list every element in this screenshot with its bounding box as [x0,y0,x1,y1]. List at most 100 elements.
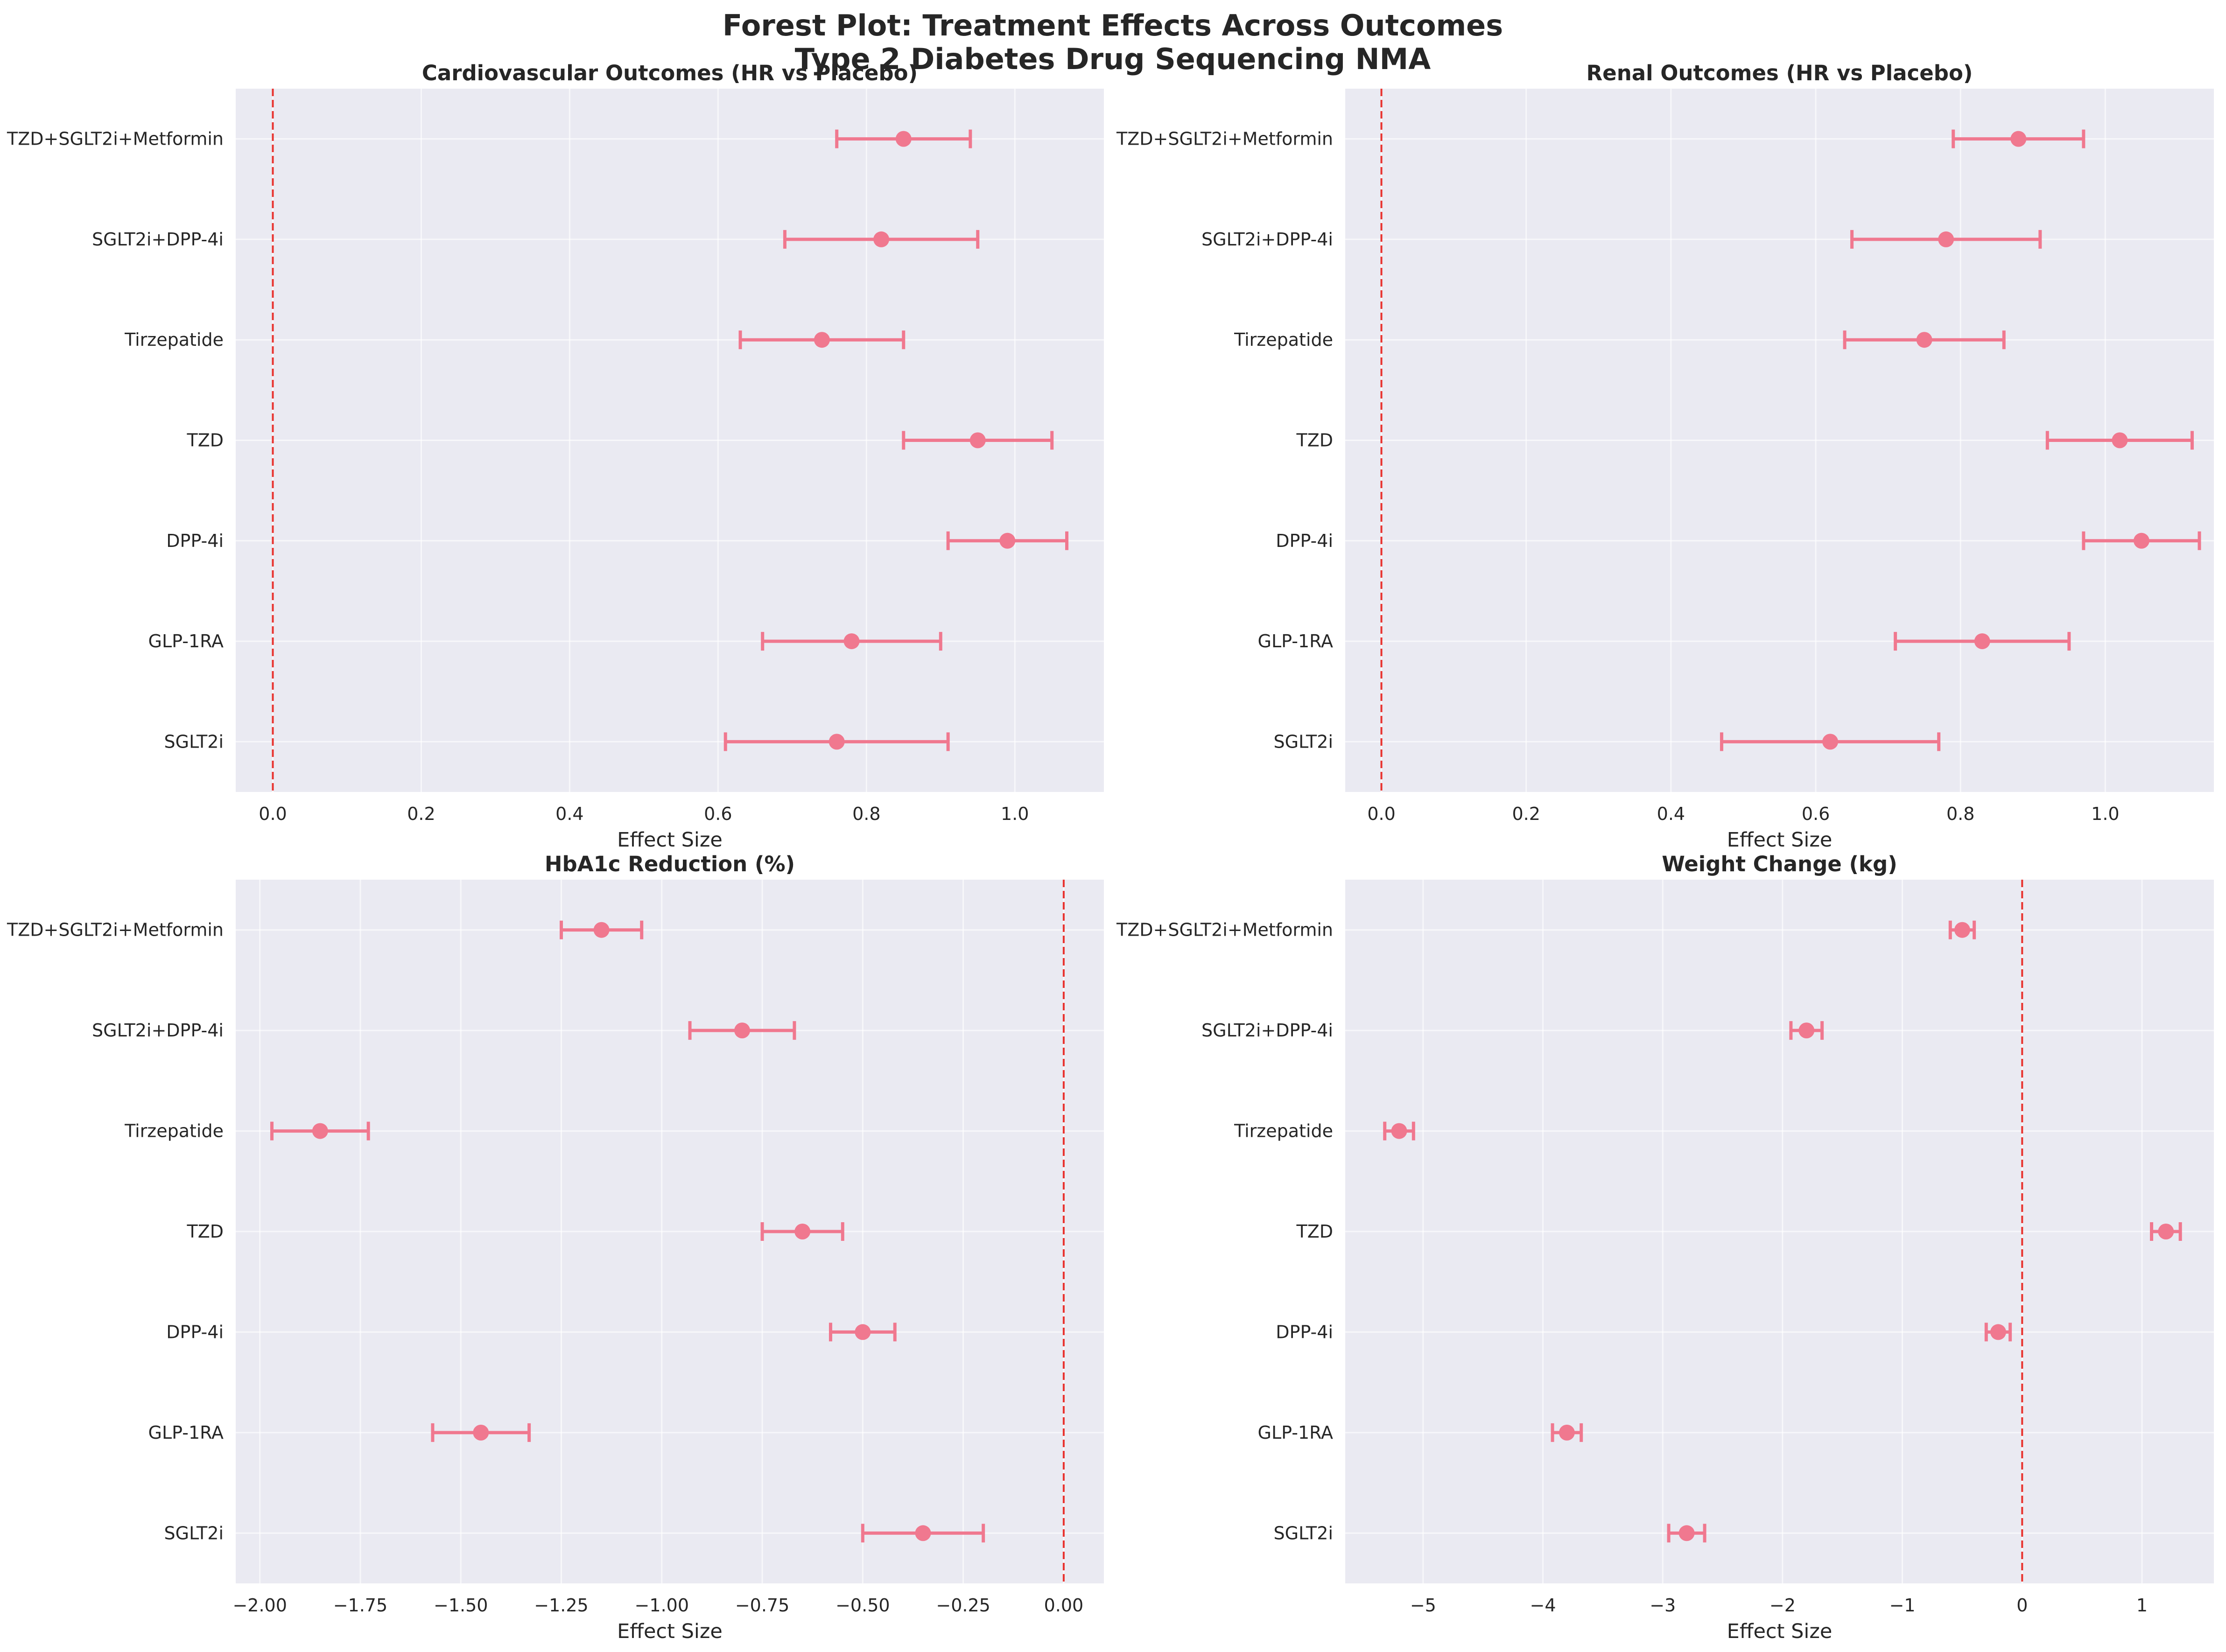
x-tick-label: −1.00 [635,1595,689,1616]
point-estimate [1822,734,1839,750]
panel-title: Cardiovascular Outcomes (HR vs Placebo) [422,61,918,85]
point-estimate [2112,432,2128,448]
y-tick-label: Tirzepatide [1234,1121,1333,1141]
point-estimate [1916,332,1932,348]
panel-title: Renal Outcomes (HR vs Placebo) [1587,61,1973,85]
point-estimate [1990,1324,2006,1340]
forest-panel-3: SGLT2i GLP-1RA DPP-4i TZD Tirzepatide SGLT2i+… [7,852,1104,1643]
x-tick-label: 0.2 [407,804,435,824]
x-tick-label: 1.0 [2091,804,2119,824]
x-tick-label: −1 [1889,1595,1916,1616]
x-tick-label: −1.75 [333,1595,387,1616]
y-tick-label: Tirzepatide [1234,329,1333,350]
y-tick-label: SGLT2i [164,1523,224,1543]
y-tick-label: TZD+SGLT2i+Metformin [7,129,224,149]
x-tick-label: −1.50 [434,1595,488,1616]
x-tick-label: −1.25 [534,1595,588,1616]
point-estimate [1391,1123,1407,1139]
point-estimate [2010,131,2027,147]
y-tick-label: TZD [1296,430,1333,451]
y-tick-label: SGLT2i+DPP-4i [92,229,224,250]
y-tick-label: SGLT2i+DPP-4i [1201,229,1333,250]
point-estimate [843,633,860,650]
panels: SGLT2i GLP-1RA DPP-4i TZD Tirzepatide SGLT2i+… [7,61,2214,1643]
y-tick-label: TZD+SGLT2i+Metformin [1116,920,1333,940]
point-estimate [1938,231,1954,247]
y-tick-label: SGLT2i [164,731,224,752]
y-tick-label: GLP-1RA [1258,1422,1333,1443]
figure-title-line2: Type 2 Diabetes Drug Sequencing NMA [795,42,1431,76]
panel-title: Weight Change (kg) [1662,852,1897,876]
x-tick-label: −3 [1650,1595,1676,1616]
x-tick-label: 0.2 [1512,804,1540,824]
y-tick-label: TZD+SGLT2i+Metformin [1116,129,1333,149]
x-axis-label: Effect Size [617,1620,723,1643]
y-tick-label: GLP-1RA [148,631,224,651]
x-axis-label: Effect Size [1727,828,1833,852]
x-tick-label: −0.75 [735,1595,789,1616]
y-tick-label: TZD [1296,1221,1333,1242]
point-estimate [1798,1022,1815,1039]
y-tick-label: Tirzepatide [124,329,224,350]
y-tick-label: GLP-1RA [148,1422,224,1443]
x-tick-label: 0.00 [1044,1595,1084,1616]
forest-panel-2: SGLT2i GLP-1RA DPP-4i TZD Tirzepatide SGLT2i+… [1116,61,2214,852]
point-estimate [855,1324,871,1340]
x-tick-label: 0.0 [259,804,287,824]
point-estimate [999,532,1016,549]
point-estimate [829,734,845,750]
y-tick-label: DPP-4i [166,1322,224,1342]
y-tick-label: DPP-4i [1276,1322,1333,1342]
x-tick-label: −2 [1770,1595,1796,1616]
x-tick-label: 0.8 [852,804,880,824]
y-tick-label: DPP-4i [1276,531,1333,551]
x-axis-label: Effect Size [617,828,723,852]
forest-panel-4: SGLT2i GLP-1RA DPP-4i TZD Tirzepatide SGLT2i+… [1116,852,2214,1643]
point-estimate [794,1224,811,1239]
point-estimate [895,131,912,147]
y-tick-label: SGLT2i [1274,1523,1333,1543]
x-tick-label: −2.00 [232,1595,287,1616]
x-tick-label: −4 [1530,1595,1556,1616]
point-estimate [873,231,890,247]
x-tick-label: 1.0 [1001,804,1029,824]
x-tick-label: 1 [2136,1595,2148,1616]
forest-panel-1: SGLT2i GLP-1RA DPP-4i TZD Tirzepatide SGLT2i+… [7,61,1104,852]
point-estimate [915,1525,931,1541]
point-estimate [2133,532,2149,549]
point-estimate [1954,922,1970,938]
x-tick-label: 0.4 [1657,804,1685,824]
point-estimate [312,1123,328,1139]
x-tick-label: 0.6 [1802,804,1830,824]
x-tick-label: 0.6 [704,804,732,824]
point-estimate [473,1424,489,1441]
point-estimate [1678,1525,1695,1541]
point-estimate [969,432,986,448]
y-tick-label: Tirzepatide [124,1121,224,1141]
y-tick-label: TZD+SGLT2i+Metformin [7,920,224,940]
y-tick-label: SGLT2i+DPP-4i [1201,1020,1333,1041]
y-tick-label: SGLT2i+DPP-4i [92,1020,224,1041]
point-estimate [1559,1424,1575,1441]
x-tick-label: −0.25 [936,1595,990,1616]
y-tick-label: DPP-4i [166,531,224,551]
x-tick-label: 0.4 [555,804,583,824]
y-tick-label: SGLT2i [1274,731,1333,752]
point-estimate [814,332,830,348]
y-tick-label: TZD [186,1221,224,1242]
x-tick-label: −0.50 [836,1595,890,1616]
x-tick-label: −5 [1410,1595,1436,1616]
y-tick-label: GLP-1RA [1258,631,1333,651]
figure-title-line1: Forest Plot: Treatment Effects Across Ou… [723,8,1503,42]
x-tick-label: 0 [2016,1595,2028,1616]
x-axis-label: Effect Size [1727,1620,1833,1643]
point-estimate [734,1022,750,1039]
point-estimate [1974,633,1990,650]
point-estimate [2158,1224,2174,1239]
panel-title: HbA1c Reduction (%) [545,852,795,876]
y-tick-label: TZD [186,430,224,451]
x-tick-label: 0.0 [1367,804,1395,824]
x-tick-label: 0.8 [1946,804,1974,824]
point-estimate [593,922,610,938]
